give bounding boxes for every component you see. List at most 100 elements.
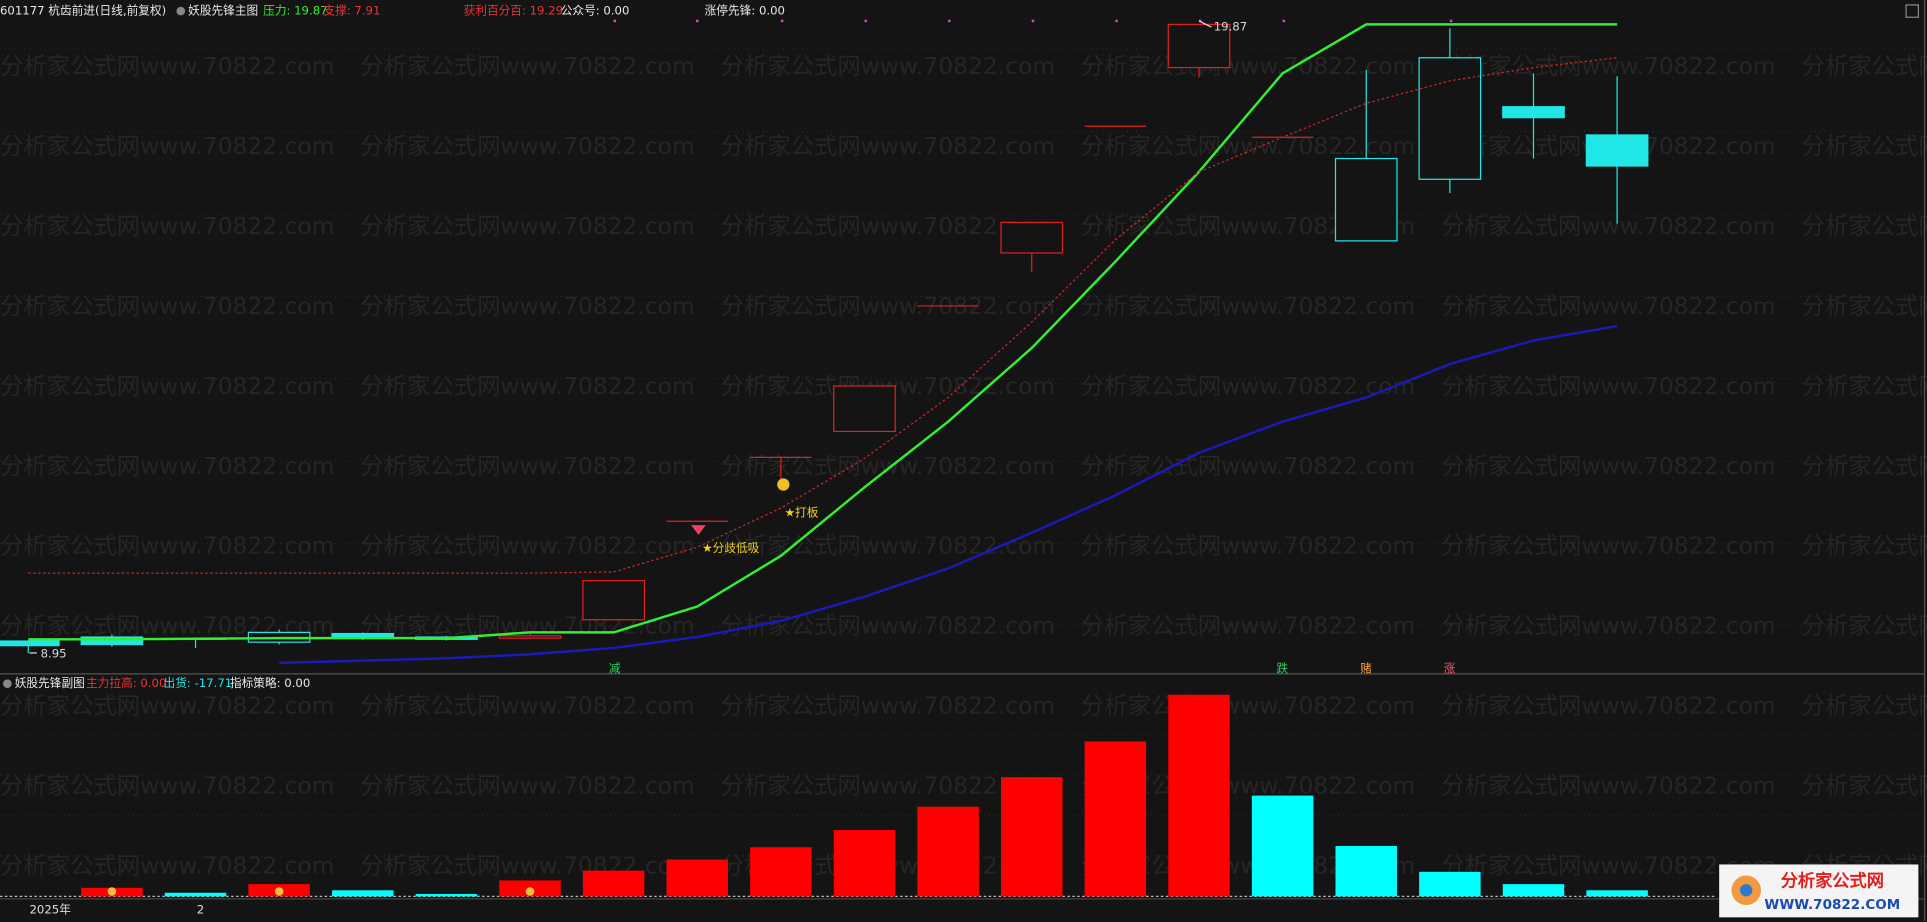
bar [1084, 741, 1147, 897]
watermark: 分析家公式网www.70822.com [0, 372, 334, 400]
annotation: 19.87 [1214, 20, 1247, 34]
candle-body [1334, 157, 1398, 242]
x-tick-label: 2025年 [30, 902, 72, 916]
watermark: 分析家公式网www.70822.com [1081, 52, 1415, 80]
header-item: 出货: -17.71 [164, 676, 233, 690]
bar [666, 859, 729, 897]
main-icon [176, 6, 186, 16]
watermark: 分析家公式网www.70822.com [1081, 692, 1415, 720]
watermark: 分析家公式网www.70822.com [360, 212, 694, 240]
watermark: 分析家公式网www.70822.com [360, 532, 694, 560]
bar [750, 847, 812, 897]
signal-dot [864, 19, 867, 23]
watermark: 分析家公式网www.70822.com [721, 771, 1055, 799]
header-item: 601177 杭齿前进(日线,前复权) [0, 4, 166, 18]
signal-dot [1282, 19, 1286, 23]
watermark: 分析家公式网www.70822.com [1081, 132, 1415, 160]
watermark: 分析家公式网www.70822.com [0, 132, 334, 160]
bar [582, 870, 645, 897]
signal-dot [948, 19, 951, 23]
header-item: 压力: 19.87 [263, 4, 327, 18]
header-item: 主力拉高: 0.00 [86, 676, 166, 690]
watermark: 分析家公式网www.70822.com [1441, 292, 1775, 320]
watermark: 分析家公式网www.70822.com [1441, 52, 1775, 80]
watermark: 分析家公式网www.70822.com [0, 771, 334, 799]
watermark: 分析家公式网www.70822.com [0, 52, 334, 80]
candle-body [1418, 57, 1482, 180]
logo-icon-center [1740, 884, 1753, 897]
bar [164, 892, 227, 897]
smile-icon [777, 478, 790, 491]
watermark: 分析家公式网www.70822.com [1081, 532, 1415, 560]
watermark: 分析家公式网www.70822.com [360, 692, 694, 720]
candle-body [498, 635, 562, 639]
watermark: 分析家公式网www.70822.com [1802, 372, 1927, 400]
watermark: 分析家公式网www.70822.com [0, 851, 334, 879]
bag-icon [274, 887, 284, 896]
bar [1251, 795, 1314, 897]
bar [1419, 871, 1481, 897]
sub-icon [3, 679, 12, 688]
header-item: 支撑: 7.91 [323, 4, 380, 18]
panel-button[interactable] [1905, 4, 1920, 18]
candle-body [1000, 221, 1064, 254]
watermark: 分析家公式网www.70822.com [721, 452, 1055, 480]
header-item: 涨停先锋: 0.00 [705, 4, 785, 18]
watermark: 分析家公式网www.70822.com [360, 52, 694, 80]
signal-dot [696, 19, 699, 23]
watermark: 分析家公式网www.70822.com [1802, 452, 1927, 480]
indicator-line [28, 23, 1618, 641]
annotation: 跌 [1276, 661, 1288, 675]
watermark: 分析家公式网www.70822.com [360, 132, 694, 160]
watermark: 分析家公式网www.70822.com [721, 52, 1055, 80]
signal-dot [613, 19, 617, 23]
watermark: 分析家公式网www.70822.com [0, 692, 334, 720]
watermark: 分析家公式网www.70822.com [1081, 292, 1415, 320]
bar [917, 806, 979, 897]
watermark: 分析家公式网www.70822.com [721, 212, 1055, 240]
watermark: 分析家公式网www.70822.com [1802, 771, 1927, 799]
candle-body [833, 385, 896, 433]
header-item: 指标策略: 0.00 [230, 676, 310, 690]
candle-body [1502, 106, 1565, 119]
watermark: 分析家公式网www.70822.com [1802, 692, 1927, 720]
bar [1586, 890, 1648, 897]
indicator-line [28, 57, 1618, 574]
bag-icon [525, 887, 535, 896]
bag-icon [107, 887, 117, 896]
logo-title: 分析家公式网 [1781, 871, 1884, 892]
signal-dot [1115, 19, 1118, 23]
watermark: 分析家公式网www.70822.com [1441, 771, 1775, 799]
annotation: 赌 [1360, 661, 1372, 675]
watermark: 分析家公式网www.70822.com [360, 372, 694, 400]
watermark: 分析家公式网www.70822.com [721, 132, 1055, 160]
candle-body [1585, 134, 1649, 167]
logo-url: WWW.70822.COM [1764, 897, 1900, 913]
annotation: 减 [609, 661, 621, 675]
watermark: 分析家公式网www.70822.com [721, 292, 1055, 320]
header-item: 公众号: 0.00 [561, 4, 630, 18]
watermark: 分析家公式网www.70822.com [0, 292, 334, 320]
bar [415, 893, 478, 897]
header-item: 妖股先锋主图 [188, 4, 258, 18]
watermark: 分析家公式网www.70822.com [1802, 532, 1927, 560]
watermark: 分析家公式网www.70822.com [1802, 132, 1927, 160]
annotation: 涨 [1444, 661, 1456, 675]
watermark: 分析家公式网www.70822.com [1081, 612, 1415, 640]
watermark: 分析家公式网www.70822.com [1441, 372, 1775, 400]
candle-body [582, 579, 645, 621]
gem-icon [691, 525, 706, 535]
watermark: 分析家公式网www.70822.com [360, 452, 694, 480]
watermark: 分析家公式网www.70822.com [721, 532, 1055, 560]
header-item: 获利百分百: 19.29 [464, 4, 563, 18]
signal-dot [780, 19, 784, 23]
watermark: 分析家公式网www.70822.com [1441, 212, 1775, 240]
candle-body [1167, 23, 1231, 69]
watermark: 分析家公式网www.70822.com [1441, 452, 1775, 480]
watermark: 分析家公式网www.70822.com [1441, 612, 1775, 640]
watermark: 分析家公式网www.70822.com [1441, 532, 1775, 560]
bar [1001, 777, 1063, 897]
bar [1168, 694, 1230, 897]
